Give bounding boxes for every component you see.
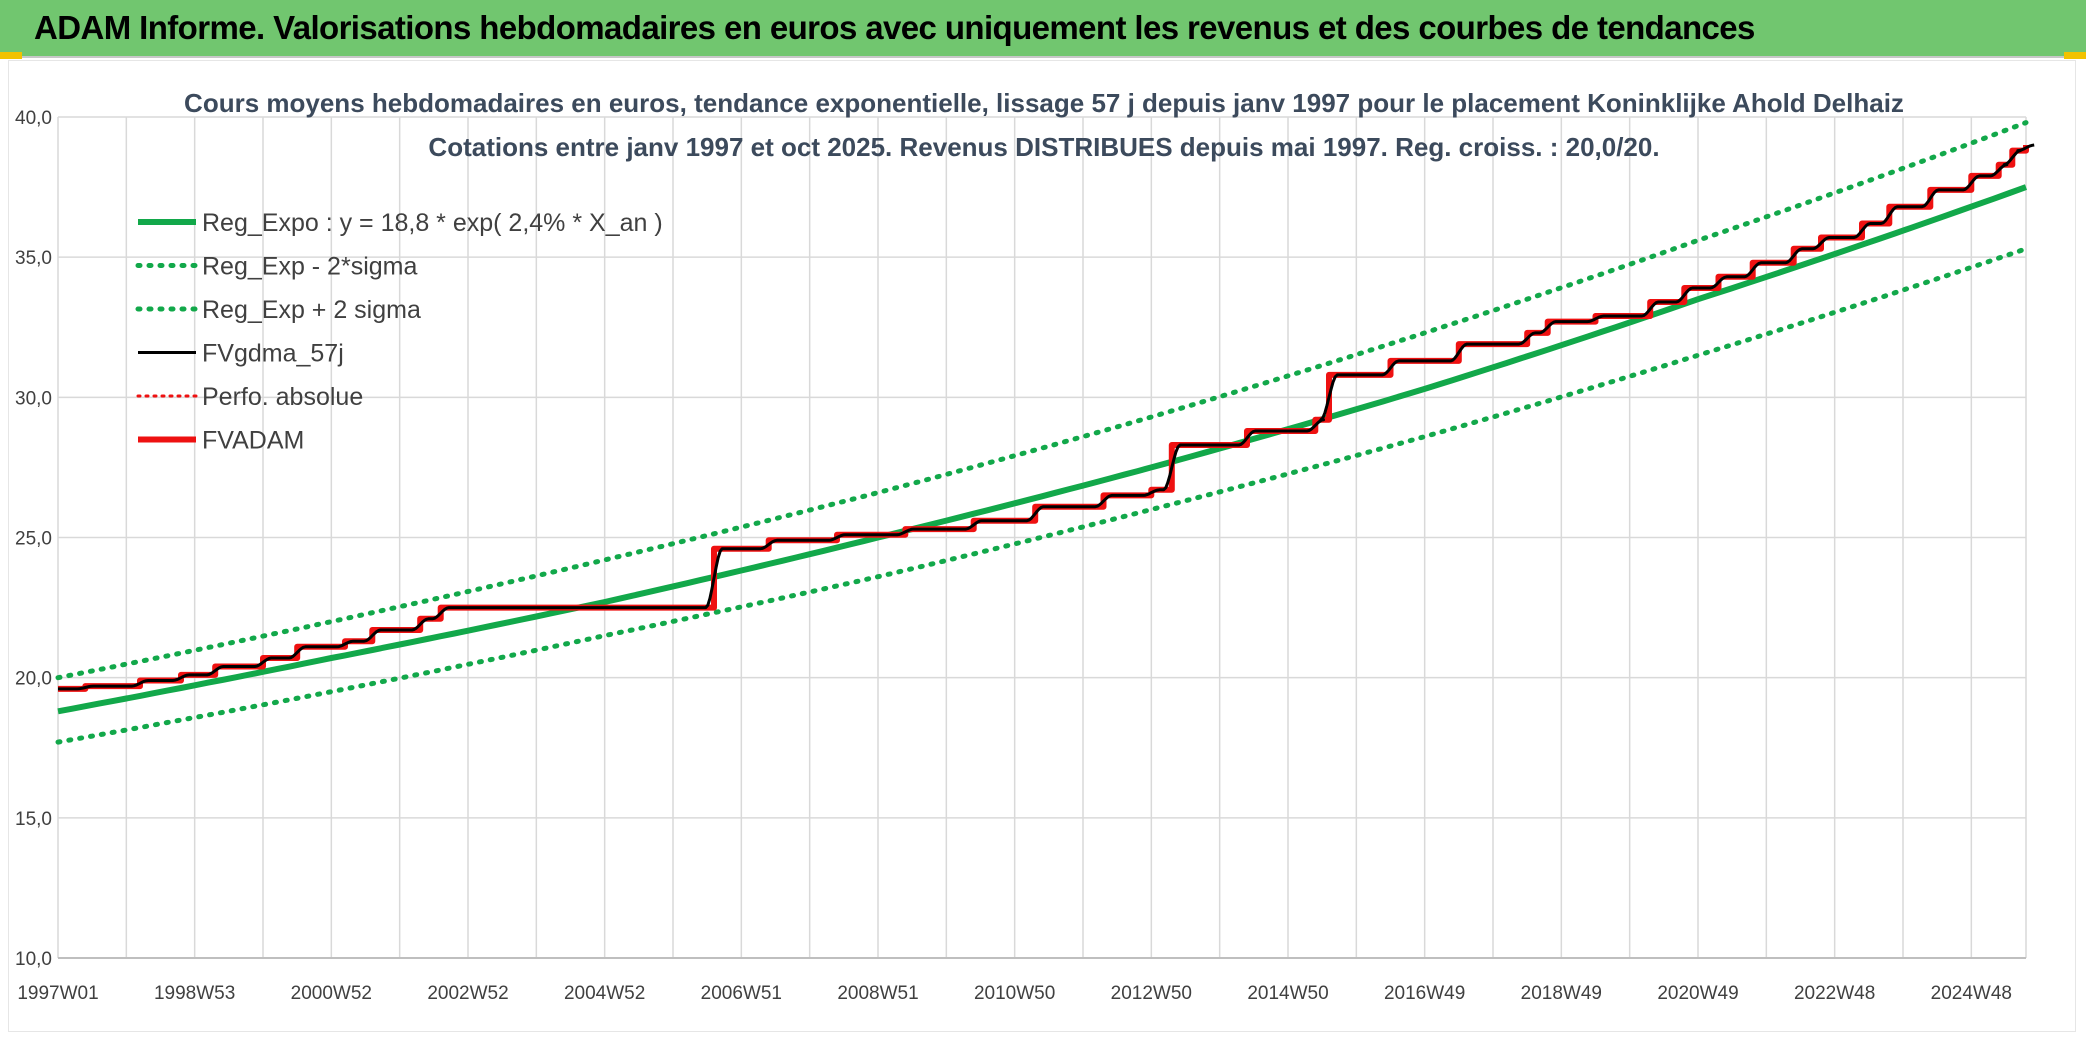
x-tick-label: 2018W49 [1521, 983, 1602, 1004]
x-tick-label: 2014W50 [1247, 983, 1328, 1004]
legend-label: Reg_Expo : y = 18,8 * exp( 2,4% * X_an ) [202, 209, 663, 237]
legend-label: Reg_Exp + 2 sigma [202, 296, 421, 324]
y-tick-label: 15,0 [15, 809, 52, 830]
series-line-reg-exp [55, 120, 2029, 681]
legend: Reg_Expo : y = 18,8 * exp( 2,4% * X_an )… [135, 209, 663, 455]
y-tick-label: 10,0 [15, 949, 52, 970]
x-tick-label: 2004W52 [564, 983, 645, 1004]
x-tick-label: 2024W48 [1931, 983, 2012, 1004]
corner-accent-right [2064, 52, 2086, 59]
x-tick-label: 1997W01 [17, 983, 98, 1004]
axis-layer: 10,0 15,0 20,0 25,0 30,0 35,0 40,0 1997W01 1998W… [15, 108, 2026, 1004]
legend-label: FVgdma_57j [202, 340, 344, 368]
series-line-fvgdma-57j [58, 143, 2035, 691]
x-tick-label: 2008W51 [837, 983, 918, 1004]
x-tick-label: 2002W52 [427, 983, 508, 1004]
legend-label: FVADAM [202, 427, 304, 455]
series-line-reg-exp [55, 246, 2029, 745]
y-tick-label: 25,0 [15, 529, 52, 550]
legend-label: Reg_Exp - 2*sigma [202, 253, 417, 281]
legend-label: Perfo. absolue [202, 383, 363, 411]
grid-layer [57, 116, 2027, 959]
chart-title: Cours moyens hebdomadaires en euros, ten… [184, 88, 1904, 162]
y-tick-label: 30,0 [15, 388, 52, 409]
y-tick-label: 20,0 [15, 669, 52, 690]
x-tick-label: 2016W49 [1384, 983, 1465, 1004]
series-layer [55, 120, 2035, 745]
x-tick-label: 1998W53 [154, 983, 235, 1004]
x-tick-label: 2020W49 [1657, 983, 1738, 1004]
chart-frame [8, 60, 2076, 1032]
corner-accent-left [0, 52, 22, 59]
y-tick-label: 35,0 [15, 248, 52, 269]
chart-title-line-1: Cours moyens hebdomadaires en euros, ten… [184, 88, 1904, 118]
x-tick-label: 2000W52 [291, 983, 372, 1004]
report-title: ADAM Informe. Valorisations hebdomadaire… [34, 9, 1755, 46]
x-tick-label: 2006W51 [701, 983, 782, 1004]
chart-title-line-2: Cotations entre janv 1997 et oct 2025. R… [428, 132, 1659, 162]
x-tick-label: 2012W50 [1111, 983, 1192, 1004]
x-tick-label: 2022W48 [1794, 983, 1875, 1004]
report-banner: ADAM Informe. Valorisations hebdomadaire… [0, 0, 2086, 58]
y-tick-label: 40,0 [15, 108, 52, 129]
x-tick-label: 2010W50 [974, 983, 1055, 1004]
